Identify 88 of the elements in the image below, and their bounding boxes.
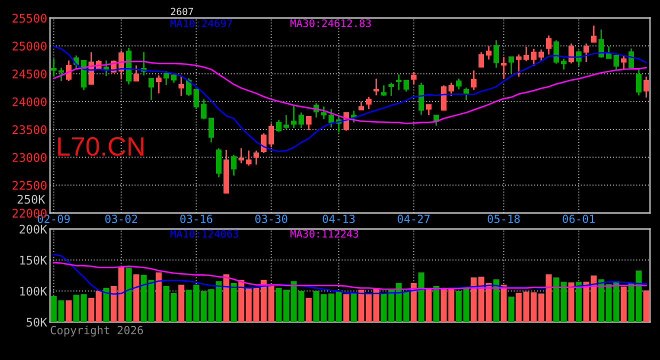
candlestick [516,54,522,78]
candlestick [561,58,566,70]
candlestick [238,148,244,164]
candlestick [51,58,56,78]
y-tick-label: 150K [20,256,48,265]
candlestick [321,106,326,120]
candlestick [448,82,454,97]
candlestick [104,60,109,77]
y-tick-label: 200K [20,224,48,234]
candlestick [328,108,334,128]
candlestick [614,54,619,72]
candlestick [201,98,206,120]
candlestick [621,55,626,70]
x-tick-label: 03-30 [255,214,288,224]
y-tick-label: 24000 [12,97,46,106]
candlestick [261,132,266,154]
candlestick [494,40,499,68]
candlestick [374,78,379,96]
candlestick [644,76,649,98]
candlestick [456,78,462,90]
x-tick-label: 05-18 [488,214,520,224]
candlestick [186,78,192,97]
text: MA30:112243 [290,230,358,238]
candlestick [148,78,154,101]
candlestick [66,60,72,82]
candlestick [58,67,64,82]
candlestick [606,45,612,60]
text: MA30:24612.83 [290,19,371,28]
text: MA10:24697 [170,19,232,28]
candlestick [598,28,604,58]
candlestick [254,150,259,166]
candlestick [246,150,252,166]
y-tick-label: 100K [20,286,48,296]
text: MA10:124063 [170,230,238,238]
candlestick [178,75,184,97]
candlestick [194,88,199,110]
candlestick [471,70,476,91]
candlestick [208,117,214,143]
y-tick-label: 23500 [12,125,46,134]
candlestick [231,154,236,176]
candlestick [478,51,484,68]
text: 250K [18,194,46,204]
candlestick [411,71,416,85]
candlestick [404,80,409,92]
candlestick [568,42,574,64]
candlestick [636,68,642,96]
x-tick-label: 03-16 [180,214,212,224]
chart-subtitle: 2607 [171,8,193,16]
candlestick [306,116,312,131]
candlestick [524,46,529,62]
text: L70.CN [58,137,144,156]
candlestick [591,24,596,43]
candlestick [508,56,514,74]
candlestick [501,56,506,80]
text: Copyright 2026 [50,326,143,337]
y-tick-label: 23000 [12,153,46,162]
candlestick [366,96,372,110]
candlestick [156,74,162,94]
candlestick [298,112,304,129]
candlestick [396,74,402,91]
candlestick [276,119,282,132]
candlestick [381,84,386,97]
y-tick-label: 25500 [12,14,46,23]
line-series [53,254,647,295]
candlestick [538,48,544,62]
candlestick [388,82,394,97]
candlestick [554,40,559,64]
candlestick [584,42,589,63]
x-tick-label: 06-01 [562,214,595,224]
candlestick [268,122,274,148]
line-series [53,262,647,290]
candlestick [134,64,139,82]
candlestick [164,70,169,86]
candlestick [441,84,446,111]
y-tick-label: 22500 [12,180,46,190]
y-tick-label: 25000 [12,42,46,51]
x-tick-label: 04-13 [322,214,355,224]
candlestick [531,48,536,67]
candlestick [426,104,432,116]
x-tick-label: 04-27 [398,214,430,224]
y-tick-label: 24500 [12,69,46,78]
candlestick [284,114,289,130]
candlestick [546,34,552,56]
y-tick-label: 50K [26,318,48,327]
candlestick [291,104,296,129]
candlestick [486,45,492,60]
x-tick-label: 03-02 [105,214,138,224]
candlestick [216,148,222,178]
